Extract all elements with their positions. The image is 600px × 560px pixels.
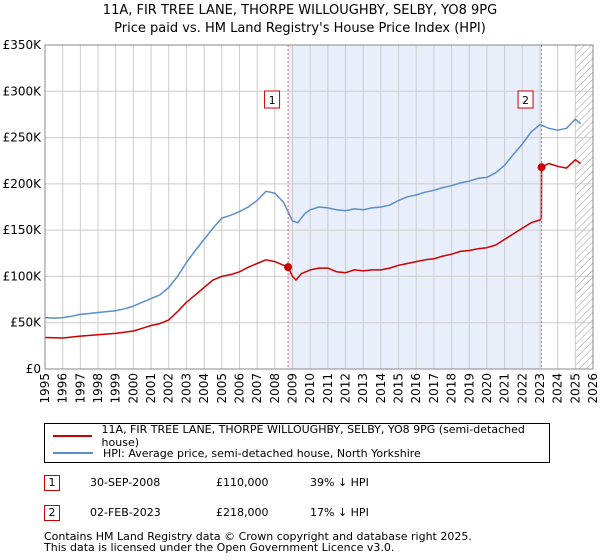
x-tick-label: 2004 bbox=[197, 373, 211, 404]
x-tick-label: 1996 bbox=[56, 373, 70, 404]
x-tick-label: 2017 bbox=[427, 373, 441, 404]
transaction-label-number: 2 bbox=[522, 94, 529, 107]
legend-item-hpi: HPI: Average price, semi-detached house,… bbox=[53, 445, 421, 461]
legend-swatch-hpi bbox=[53, 452, 93, 454]
y-tick-label: £350K bbox=[3, 38, 43, 52]
footer-line-2: This data is licensed under the Open Gov… bbox=[44, 541, 395, 554]
x-tick-label: 2022 bbox=[515, 373, 529, 404]
x-tick-label: 1999 bbox=[109, 373, 123, 404]
x-tick-label: 2011 bbox=[321, 373, 335, 404]
x-tick-label: 2026 bbox=[586, 373, 600, 404]
transaction-hpi-diff: 39% ↓ HPI bbox=[310, 476, 369, 489]
x-tick-label: 2020 bbox=[480, 373, 494, 404]
x-tick-label: 2008 bbox=[268, 373, 282, 404]
transaction-point bbox=[284, 263, 293, 272]
x-tick-label: 2001 bbox=[144, 373, 158, 404]
x-tick-label: 2002 bbox=[162, 373, 176, 404]
plot-frame bbox=[44, 44, 594, 370]
shaded-ownership-range bbox=[288, 45, 542, 369]
x-tick-label: 2025 bbox=[568, 373, 582, 404]
hatched-projection-region bbox=[575, 45, 593, 369]
x-tick-label: 2007 bbox=[250, 373, 264, 404]
x-tick-label: 2009 bbox=[285, 373, 299, 404]
y-tick-label: £250K bbox=[3, 131, 43, 145]
x-tick-label: 2006 bbox=[232, 373, 246, 404]
x-tick-label: 2013 bbox=[356, 373, 370, 404]
chart-title-block: 11A, FIR TREE LANE, THORPE WILLOUGHBY, S… bbox=[0, 2, 600, 38]
chart-subtitle: Price paid vs. HM Land Registry's House … bbox=[114, 21, 486, 36]
transaction-label-box bbox=[517, 90, 534, 109]
x-tick-label: 2012 bbox=[339, 373, 353, 404]
transaction-number: 2 bbox=[44, 505, 60, 521]
transaction-date: 30-SEP-2008 bbox=[90, 476, 161, 489]
y-tick-label: £150K bbox=[3, 223, 43, 237]
transaction-point bbox=[537, 163, 546, 172]
x-tick-label: 2023 bbox=[533, 373, 547, 404]
footer-attribution: Contains HM Land Registry data © Crown c… bbox=[44, 531, 472, 553]
price-chart: 1 2 £0 £50K £100K £150K £200K £250K £300K £350K 1… bbox=[3, 38, 600, 404]
y-tick-label: £200K bbox=[3, 177, 43, 191]
x-tick-label: 2019 bbox=[462, 373, 476, 404]
transaction-date: 02-FEB-2023 bbox=[90, 506, 161, 519]
y-tick-label: £0 bbox=[26, 362, 41, 376]
x-tick-label: 2024 bbox=[551, 373, 565, 404]
x-tick-label: 2021 bbox=[498, 373, 512, 404]
legend-label-hpi: HPI: Average price, semi-detached house,… bbox=[103, 446, 421, 460]
property-price-line bbox=[44, 159, 582, 339]
footer-line-1: Contains HM Land Registry data © Crown c… bbox=[44, 530, 472, 543]
x-tick-label: 2000 bbox=[126, 373, 140, 404]
hpi-line bbox=[44, 118, 582, 319]
x-tick-label: 2015 bbox=[392, 373, 406, 404]
x-tick-label: 2018 bbox=[445, 373, 459, 404]
x-tick-label: 1997 bbox=[73, 373, 87, 404]
y-tick-label: £300K bbox=[3, 84, 43, 98]
chart-title: 11A, FIR TREE LANE, THORPE WILLOUGHBY, S… bbox=[102, 3, 498, 18]
x-tick-label: 2010 bbox=[303, 373, 317, 404]
transaction-price: £110,000 bbox=[216, 476, 269, 489]
y-tick-label: £50K bbox=[10, 316, 42, 330]
x-tick-label: 2016 bbox=[409, 373, 423, 404]
chart-legend: 11A, FIR TREE LANE, THORPE WILLOUGHBY, S… bbox=[44, 423, 550, 463]
x-tick-label: 2014 bbox=[374, 373, 388, 404]
transaction-number: 1 bbox=[44, 475, 60, 491]
transaction-label-number: 1 bbox=[269, 94, 276, 107]
legend-label-property: 11A, FIR TREE LANE, THORPE WILLOUGHBY, S… bbox=[101, 423, 525, 449]
legend-swatch-property bbox=[53, 435, 92, 437]
legend-item-property: 11A, FIR TREE LANE, THORPE WILLOUGHBY, S… bbox=[53, 423, 549, 449]
x-tick-label: 2005 bbox=[215, 373, 229, 404]
transaction-hpi-diff: 17% ↓ HPI bbox=[310, 506, 369, 519]
x-tick-label: 1998 bbox=[91, 373, 105, 404]
y-tick-label: £100K bbox=[3, 269, 43, 283]
x-tick-label: 1995 bbox=[38, 373, 52, 404]
x-tick-label: 2003 bbox=[179, 373, 193, 404]
transaction-label-box bbox=[264, 90, 281, 109]
transaction-price: £218,000 bbox=[216, 506, 269, 519]
